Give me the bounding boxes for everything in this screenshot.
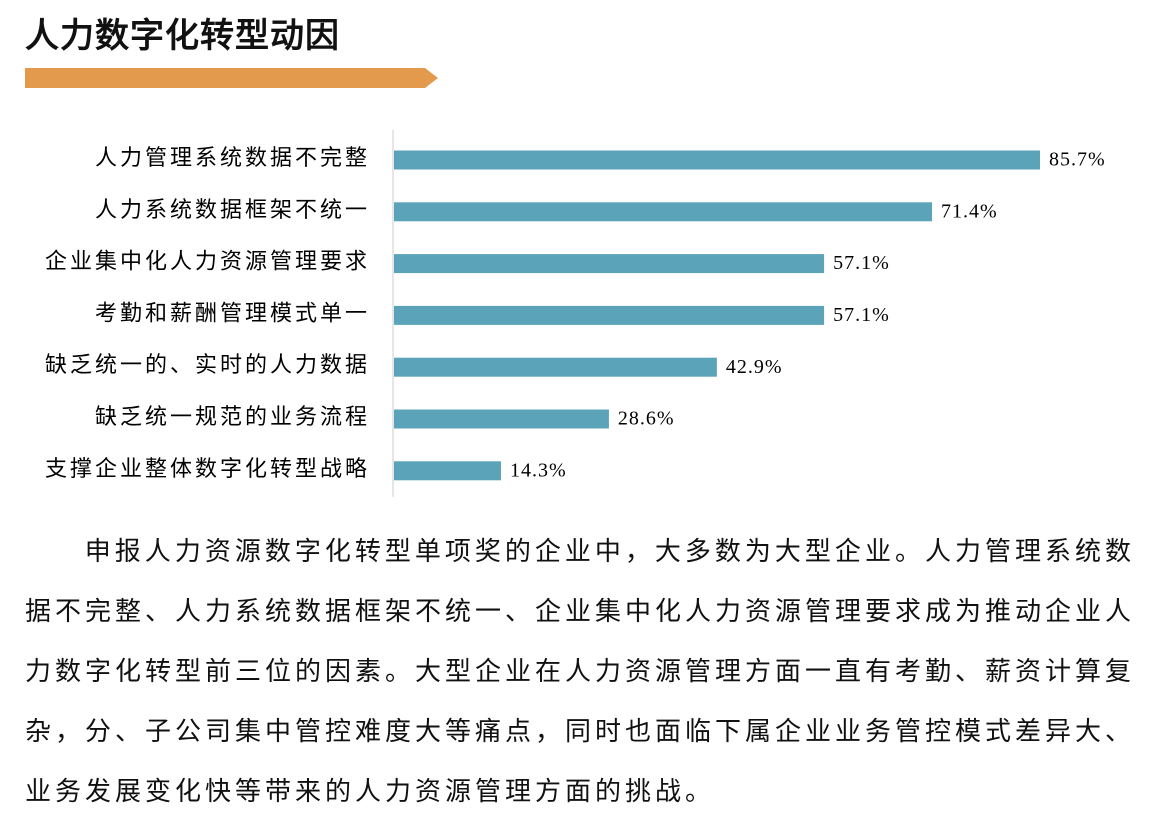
category-label: 企业集中化人力资源管理要求 (45, 249, 370, 274)
category-label: 人力管理系统数据不完整 (95, 145, 370, 170)
category-label: 缺乏统一的、实时的人力数据 (45, 352, 370, 377)
category-label: 支撑企业整体数字化转型战略 (45, 456, 370, 481)
value-label: 57.1% (833, 304, 890, 326)
value-label: 28.6% (618, 408, 675, 430)
bar (394, 409, 609, 429)
header-decoration (25, 68, 438, 88)
title: 人力数字化转型动因 (25, 17, 340, 55)
accent-arrow (25, 68, 438, 88)
bar (394, 202, 933, 222)
category-label: 人力系统数据框架不统一 (95, 197, 370, 222)
bar (394, 305, 825, 325)
value-label: 71.4% (941, 200, 998, 222)
category-label: 考勤和薪酬管理模式单一 (95, 300, 370, 325)
category-label: 缺乏统一规范的业务流程 (95, 404, 370, 429)
value-label: 85.7% (1049, 149, 1106, 171)
bar (394, 150, 1040, 170)
chart: 人力管理系统数据不完整 85.7% 人力系统数据框架不统一 71.4% 企业集中化人力资… (45, 130, 1106, 497)
paragraph: 申报人力资源数字化转型单项奖的企业中，大多数为大型企业。人力管理系统数据不完整、… (25, 537, 1136, 806)
bar (394, 254, 825, 274)
value-label: 57.1% (833, 252, 890, 274)
bar (394, 357, 717, 377)
bar (394, 461, 501, 481)
value-label: 14.3% (510, 459, 567, 481)
value-label: 42.9% (726, 356, 783, 378)
